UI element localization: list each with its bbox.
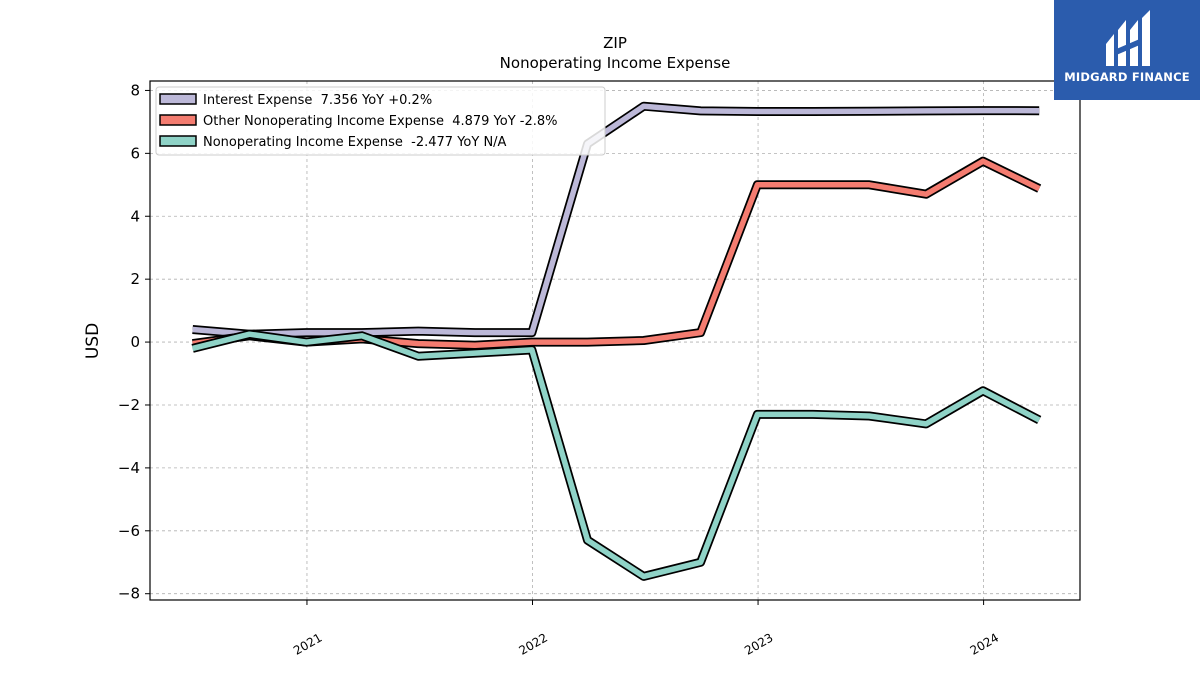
legend-entry: Other Nonoperating Income Expense 4.879 … [203,114,558,129]
x-tick-label: 2021 [291,630,324,657]
y-tick-label: −6 [118,522,140,540]
y-tick-label: −8 [118,585,140,603]
brand-logo: MIDGARD FINANCE [1054,0,1200,100]
legend-entry: Interest Expense 7.356 YoY +0.2% [203,93,432,108]
grid [150,81,1080,600]
other-nonoperating-income-expense-line-outline [191,156,1042,350]
series-layer [191,101,1042,581]
x-tick-label: 2022 [517,630,550,657]
axis-ticks: −8 −6 −4 −2 0 2 4 6 8 2021 2022 2023 2024 [118,81,1001,657]
y-tick-label: 0 [130,333,140,351]
nonoperating-income-expense-line-outline [191,329,1042,581]
midgard-logo-icon [1106,10,1150,66]
y-tick-label: 4 [130,207,140,225]
nonoperating-income-expense-line [191,331,1041,580]
y-tick-label: 6 [130,144,140,162]
brand-name: MIDGARD FINANCE [1064,70,1190,84]
legend-swatch [159,93,197,105]
legend-swatch [159,135,197,147]
legend-box [155,86,606,156]
y-axis-label: USD [83,323,103,359]
interest-expense-line [192,103,1040,337]
y-tick-label: −4 [118,459,140,477]
x-tick-label: 2024 [968,630,1001,657]
legend-entry: Nonoperating Income Expense -2.477 YoY N… [203,135,507,150]
plot-frame [149,80,1081,601]
chart-title: ZIP [603,34,627,52]
legend-swatch [159,114,197,126]
x-tick-label: 2023 [742,630,775,657]
legend: Interest Expense 7.356 YoY +0.2% Other No… [155,86,606,156]
y-tick-label: −2 [118,396,140,414]
chart-subtitle: Nonoperating Income Expense [500,54,731,72]
y-tick-label: 2 [130,270,140,288]
y-tick-label: 8 [130,81,140,99]
